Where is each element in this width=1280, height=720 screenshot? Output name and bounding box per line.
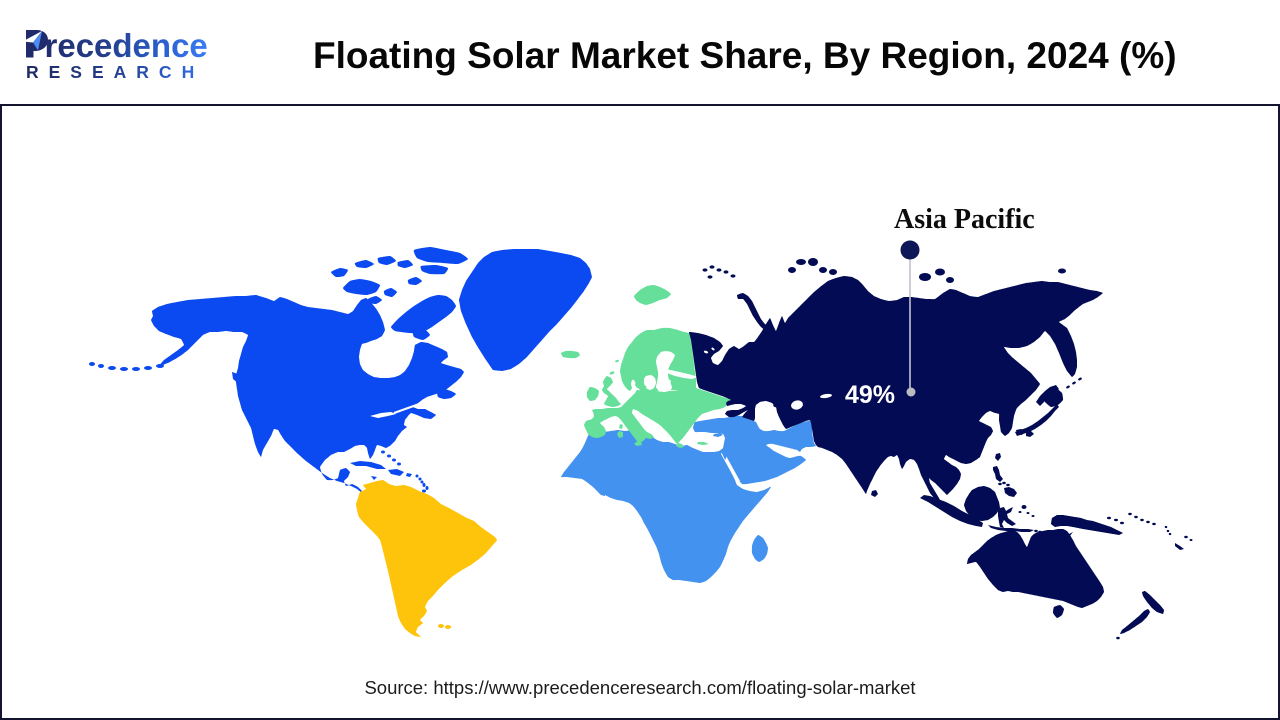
svg-text:recedence: recedence xyxy=(45,28,208,59)
